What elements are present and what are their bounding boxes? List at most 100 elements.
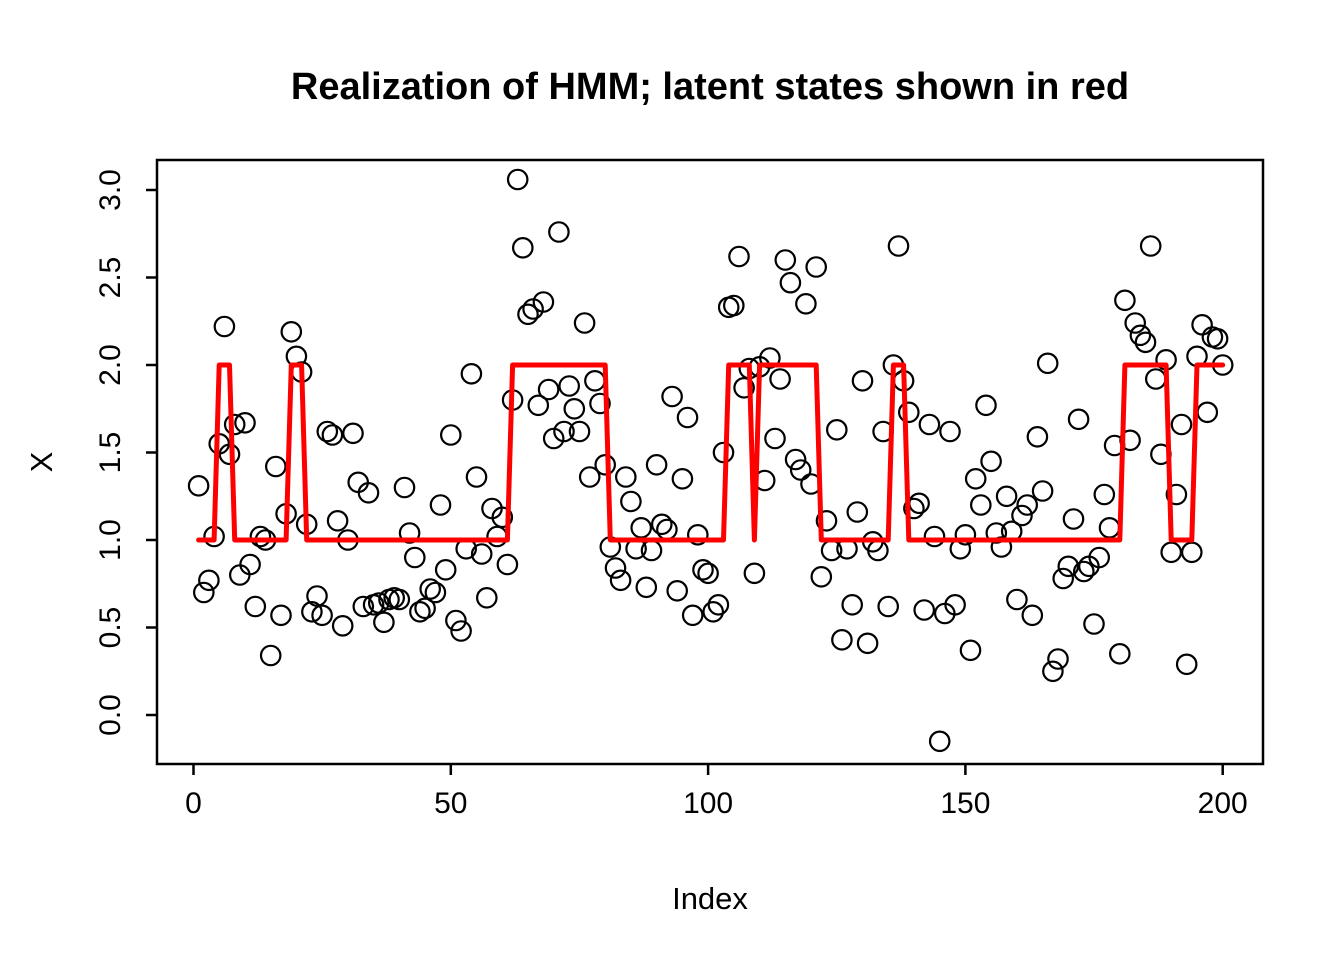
data-point <box>975 394 997 417</box>
data-point <box>414 597 436 620</box>
data-point <box>429 494 452 516</box>
data-point <box>1016 494 1038 516</box>
data-point <box>1006 588 1028 611</box>
data-point <box>465 466 488 488</box>
data-point <box>1160 541 1182 564</box>
data-point <box>923 525 946 548</box>
data-point <box>594 453 616 476</box>
data-point <box>645 453 668 476</box>
data-point <box>321 424 344 446</box>
data-point <box>434 558 457 581</box>
data-point <box>604 557 627 579</box>
data-point <box>280 320 303 343</box>
data-point <box>445 609 467 632</box>
x-tick-label: 200 <box>1198 787 1248 820</box>
y-axis-label: X <box>24 451 59 472</box>
data-point <box>306 585 328 607</box>
data-point <box>475 586 498 609</box>
y-tick-label: 0.5 <box>94 607 127 649</box>
data-point <box>558 375 580 397</box>
data-point <box>1165 483 1188 506</box>
data-point <box>1124 312 1146 334</box>
data-point <box>980 450 1002 473</box>
data-point <box>609 569 632 592</box>
data-point <box>995 485 1018 508</box>
data-point <box>568 420 591 443</box>
y-tick-label: 0.0 <box>94 694 127 736</box>
data-point <box>1083 613 1105 635</box>
data-point <box>470 543 493 565</box>
data-point <box>661 385 683 408</box>
data-point <box>856 632 879 655</box>
data-point <box>959 639 982 662</box>
data-point <box>589 392 611 415</box>
data-point <box>187 474 210 497</box>
data-point <box>954 523 977 546</box>
data-point <box>1036 352 1059 375</box>
data-point <box>722 294 745 317</box>
data-point <box>666 579 688 602</box>
data-point <box>553 420 575 443</box>
data-point <box>1062 508 1085 530</box>
data-point <box>1129 324 1152 347</box>
y-tick-label: 2.5 <box>94 257 127 299</box>
data-point <box>789 459 812 481</box>
data-point <box>676 406 699 429</box>
data-point <box>326 509 349 532</box>
data-point <box>388 588 411 611</box>
data-point <box>342 422 364 445</box>
latent-state-line <box>196 362 1226 543</box>
data-point <box>264 455 287 478</box>
data-point <box>424 581 447 604</box>
data-point <box>779 271 802 294</box>
data-point <box>548 221 570 243</box>
data-point <box>707 593 730 616</box>
data-point <box>1206 327 1229 350</box>
data-point <box>1073 560 1095 583</box>
data-point <box>990 536 1013 558</box>
data-point <box>614 466 637 488</box>
data-point <box>239 553 261 576</box>
data-point <box>409 600 431 623</box>
data-point <box>697 562 719 585</box>
data-point <box>213 315 236 338</box>
data-point <box>419 578 441 600</box>
data-point <box>506 168 529 191</box>
data-point <box>450 620 472 642</box>
data-point <box>311 604 333 627</box>
data-point <box>928 730 951 753</box>
data-point <box>527 394 550 417</box>
latent-state-line-layer <box>196 362 1226 543</box>
data-point <box>1181 541 1203 564</box>
data-point <box>198 569 220 592</box>
data-point <box>887 235 910 257</box>
x-tick-label: 100 <box>683 787 733 820</box>
x-tick-label: 150 <box>940 787 990 820</box>
data-point <box>671 467 694 490</box>
data-point <box>969 494 992 516</box>
data-point <box>398 522 421 544</box>
data-point <box>1139 235 1162 257</box>
data-point <box>259 644 282 667</box>
data-point <box>825 418 848 441</box>
data-point <box>795 292 817 315</box>
data-point <box>897 401 920 424</box>
data-point <box>563 397 586 420</box>
data-point <box>620 490 642 513</box>
data-point <box>301 600 323 623</box>
data-point <box>1067 408 1090 431</box>
data-point <box>331 614 354 637</box>
data-point <box>1109 642 1131 665</box>
data-point <box>913 599 935 621</box>
y-tick-label: 2.0 <box>94 344 127 386</box>
data-point <box>357 481 380 504</box>
plot-box <box>155 158 1265 766</box>
data-point <box>249 525 272 548</box>
data-point <box>367 592 390 614</box>
data-point <box>635 576 658 599</box>
data-point <box>1011 504 1033 527</box>
data-point <box>1134 331 1157 354</box>
data-point <box>1057 555 1080 578</box>
data-point <box>944 593 966 616</box>
